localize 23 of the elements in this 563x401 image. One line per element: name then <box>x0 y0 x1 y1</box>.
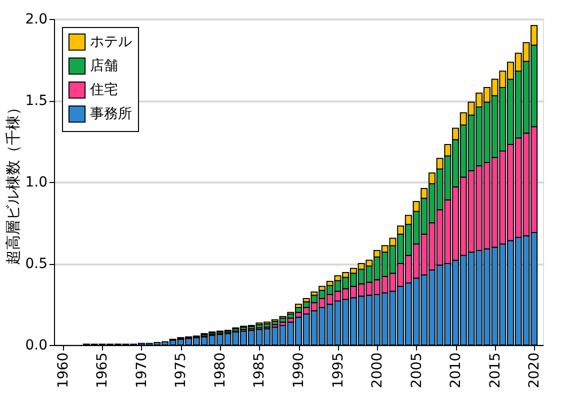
x-tick-label: 1980 <box>212 352 228 388</box>
x-tick-label: 1985 <box>252 352 268 388</box>
legend-label: 事務所 <box>90 106 132 122</box>
legend-label: ホテル <box>90 34 132 50</box>
y-tick-label: 2.0 <box>25 12 48 28</box>
legend-label: 住宅 <box>89 82 118 98</box>
x-tick-label: 1995 <box>330 352 346 388</box>
x-tick-label: 2015 <box>487 352 504 388</box>
x-tick-label: 2010 <box>448 352 464 388</box>
y-tick-label: 0.0 <box>25 338 48 354</box>
x-tick-label: 1960 <box>55 352 72 388</box>
x-tick-label: 2000 <box>370 352 386 388</box>
y-tick-label: 1.5 <box>25 93 48 109</box>
y-tick-label: 1.0 <box>25 174 48 190</box>
x-tick-label: 1975 <box>173 352 190 388</box>
y-tick-label: 0.5 <box>25 256 48 272</box>
x-tick-label: 1990 <box>291 352 307 388</box>
x-tick-label: 2005 <box>408 352 425 388</box>
x-tick-label: 1965 <box>94 352 111 388</box>
x-tick-label: 2020 <box>526 352 543 388</box>
legend-label: 店舗 <box>90 58 118 74</box>
x-tick-label: 1970 <box>134 352 150 388</box>
y-axis-title: 超高層ビル棟数（千棟） <box>4 100 22 265</box>
